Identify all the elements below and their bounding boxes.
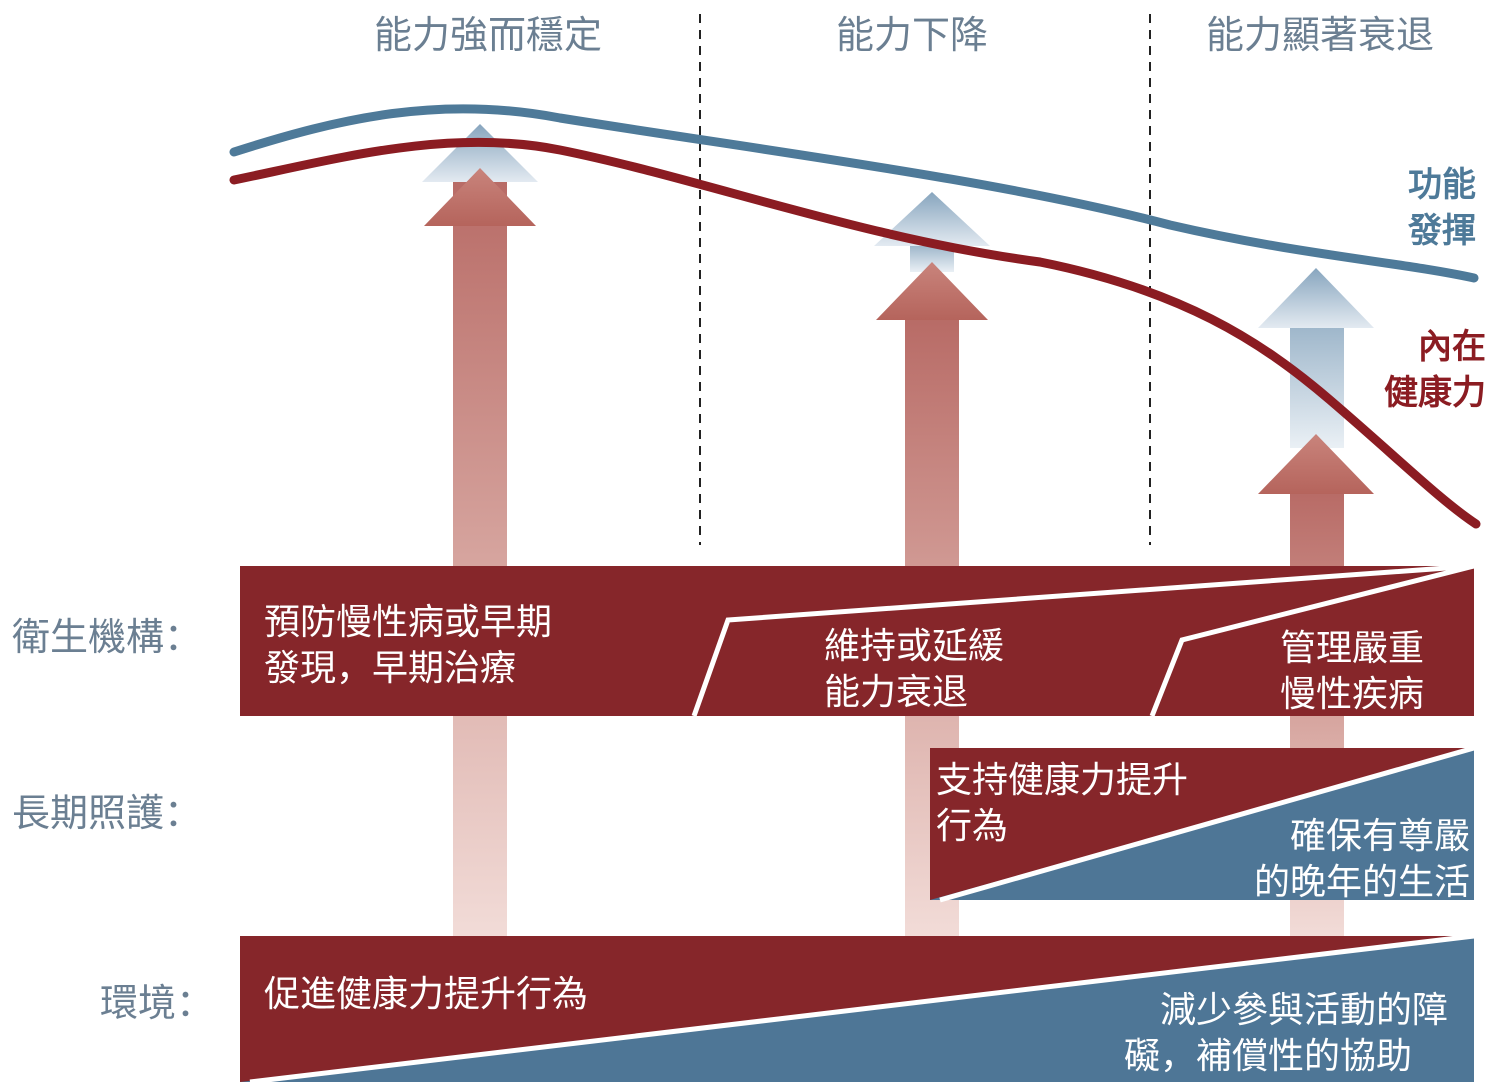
long-term-care-text: 支持健康力提升 <box>936 760 1188 801</box>
phase-title-strong-stable: 能力強而穩定 <box>374 13 602 57</box>
environment-band <box>240 933 1475 1082</box>
health-services-text: 發現，早期治療 <box>264 648 516 689</box>
long-term-care-band <box>930 745 1475 903</box>
environment-text: 促進健康力提升行為 <box>264 974 588 1015</box>
functional-ability-curve <box>229 104 1479 283</box>
environment-text: 礙，補償性的協助 <box>1124 1036 1412 1077</box>
row-label-long-term-care: 長期照護： <box>12 791 202 835</box>
intrinsic-capacity-curve <box>229 137 1481 529</box>
long-term-care-text: 的晚年的生活 <box>1254 862 1470 903</box>
environment-text: 減少參與活動的障 <box>1160 990 1448 1031</box>
intrinsic-capacity-label: 健康力 <box>1384 373 1486 413</box>
health-services-text: 維持或延緩 <box>824 626 1004 667</box>
health-services-band <box>240 563 1475 717</box>
functional-ability-label: 功能 <box>1408 165 1476 205</box>
phase-title-significant-decline: 能力顯著衰退 <box>1206 13 1434 57</box>
health-services-text: 能力衰退 <box>824 672 968 713</box>
health-services-text: 預防慢性病或早期 <box>264 602 552 643</box>
row-label-environment: 環境： <box>100 981 214 1025</box>
health-services-text: 慢性疾病 <box>1280 674 1424 715</box>
row-label-health-services: 衛生機構： <box>12 615 202 659</box>
functional-ability-label: 發揮 <box>1407 211 1476 251</box>
capacity-arrow-left <box>422 124 538 940</box>
intrinsic-capacity-label: 內在 <box>1418 327 1486 367</box>
long-term-care-text: 確保有尊嚴 <box>1290 816 1470 857</box>
health-services-text: 管理嚴重 <box>1280 628 1424 669</box>
phase-title-declining: 能力下降 <box>836 13 988 57</box>
long-term-care-text: 行為 <box>936 806 1008 847</box>
